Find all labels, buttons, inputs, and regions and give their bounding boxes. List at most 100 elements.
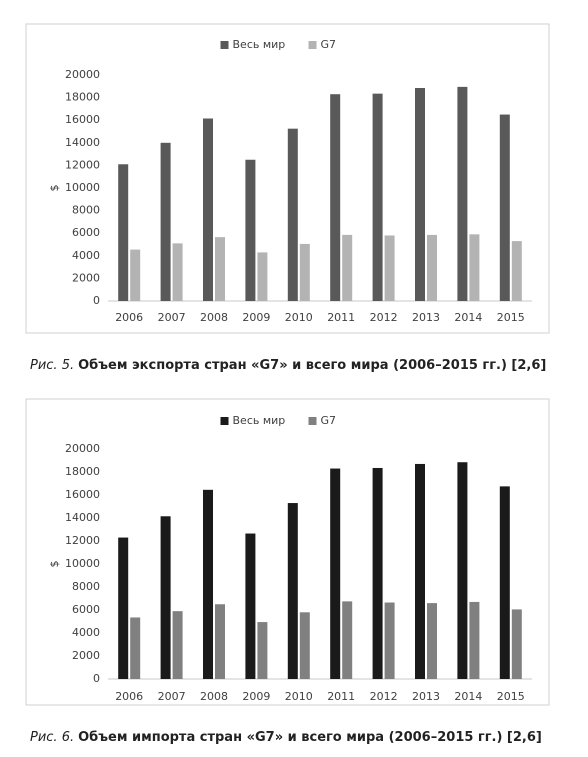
y-tick-label: 10000 (65, 181, 100, 194)
y-axis-label: $ (48, 561, 61, 568)
x-tick-label: 2014 (454, 311, 482, 324)
y-tick-label: 12000 (65, 158, 100, 171)
bar (415, 463, 425, 679)
bar (330, 468, 341, 679)
x-tick-label: 2009 (242, 311, 270, 324)
bar (511, 241, 522, 301)
y-tick-label: 14000 (65, 136, 100, 149)
y-tick-label: 18000 (65, 465, 100, 478)
y-tick-label: 14000 (65, 511, 100, 524)
bar (215, 604, 225, 679)
bar (457, 462, 468, 679)
x-tick-label: 2012 (370, 690, 398, 703)
bar (342, 601, 353, 679)
y-tick-label: 16000 (65, 488, 100, 501)
caption-text: Объем экспорта стран «G7» и всего мира (… (78, 358, 546, 373)
x-tick-label: 2013 (412, 311, 440, 324)
legend-label: Весь мир (233, 414, 286, 427)
y-tick-label: 2000 (72, 271, 100, 284)
legend-swatch (308, 41, 317, 49)
bar (245, 159, 256, 301)
x-tick-label: 2007 (158, 311, 186, 324)
bar (130, 249, 141, 301)
bar (160, 516, 171, 679)
bar (172, 611, 183, 679)
legend-label: Весь мир (233, 38, 286, 51)
bar (257, 622, 268, 679)
y-tick-label: 4000 (72, 626, 100, 639)
x-tick-label: 2015 (497, 311, 525, 324)
bar (469, 601, 480, 679)
legend-label: G7 (321, 414, 337, 427)
y-tick-label: 4000 (72, 249, 100, 262)
y-tick-label: 16000 (65, 113, 100, 126)
bar (287, 128, 298, 301)
x-tick-label: 2012 (370, 311, 398, 324)
y-tick-label: 10000 (65, 557, 100, 570)
bar (342, 234, 353, 301)
chart-frame (25, 398, 550, 706)
x-tick-label: 2008 (200, 311, 228, 324)
x-tick-label: 2010 (285, 690, 313, 703)
y-tick-label: 20000 (65, 68, 100, 81)
bar (160, 142, 171, 301)
caption-label: Рис. 5. (30, 358, 74, 373)
y-tick-label: 12000 (65, 534, 100, 547)
bar (203, 489, 213, 679)
bar (372, 467, 383, 679)
x-tick-label: 2013 (412, 690, 440, 703)
bar (118, 537, 129, 679)
bar (257, 252, 268, 301)
bar (427, 603, 437, 679)
bar (415, 87, 425, 302)
legend-swatch (220, 41, 229, 49)
x-tick-label: 2011 (327, 311, 355, 324)
y-tick-label: 0 (93, 672, 100, 685)
bar (130, 617, 141, 679)
caption-label: Рис. 6. (30, 730, 74, 745)
bar (203, 118, 213, 301)
caption-text: Объем импорта стран «G7» и всего мира (2… (78, 730, 542, 745)
y-tick-label: 0 (93, 294, 100, 307)
bar (172, 243, 183, 301)
y-tick-label: 6000 (72, 603, 100, 616)
y-tick-label: 8000 (72, 204, 100, 217)
bar (457, 86, 468, 302)
x-tick-label: 2014 (454, 690, 482, 703)
legend-label: G7 (321, 38, 337, 51)
bar (499, 114, 510, 301)
bar (299, 243, 310, 301)
x-tick-label: 2007 (158, 690, 186, 703)
y-tick-label: 20000 (65, 442, 100, 455)
bar (118, 164, 129, 301)
x-tick-label: 2009 (242, 690, 270, 703)
chart-frame (25, 23, 550, 334)
y-tick-label: 2000 (72, 649, 100, 662)
x-tick-label: 2015 (497, 690, 525, 703)
y-tick-label: 18000 (65, 91, 100, 104)
x-tick-label: 2006 (115, 690, 143, 703)
x-tick-label: 2008 (200, 690, 228, 703)
y-axis-label: $ (48, 185, 61, 192)
bar (372, 93, 383, 302)
bar (384, 235, 395, 301)
bar (384, 602, 395, 679)
bar (245, 533, 256, 679)
bar (299, 612, 310, 679)
bar (511, 609, 522, 679)
x-tick-label: 2006 (115, 311, 143, 324)
y-tick-label: 6000 (72, 226, 100, 239)
bar (499, 486, 510, 679)
bar (287, 503, 298, 679)
legend-swatch (220, 417, 229, 425)
x-tick-label: 2011 (327, 690, 355, 703)
legend-swatch (308, 417, 317, 425)
bar (469, 234, 480, 301)
caption: Рис. 6. Объем импорта стран «G7» и всего … (30, 730, 542, 745)
caption: Рис. 5. Объем экспорта стран «G7» и всего… (30, 358, 546, 373)
x-tick-label: 2010 (285, 311, 313, 324)
bar (215, 237, 225, 301)
y-tick-label: 8000 (72, 580, 100, 593)
bar (427, 234, 437, 301)
